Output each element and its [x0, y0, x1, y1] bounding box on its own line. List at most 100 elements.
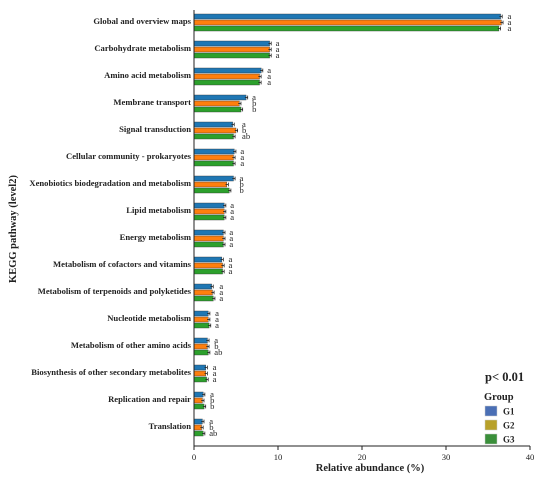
- significance-label: b: [209, 422, 213, 432]
- bar-g1: [193, 418, 203, 425]
- significance-label: b: [242, 125, 246, 135]
- bar-g3: [193, 160, 234, 167]
- bar-g3: [193, 106, 242, 113]
- bar-g1: [193, 40, 270, 47]
- category-label: Translation: [149, 421, 192, 431]
- significance-label: a: [213, 374, 217, 384]
- category-label: Nucleotide metabolism: [107, 313, 192, 323]
- significance-label: a: [252, 92, 256, 102]
- significance-label: a: [240, 146, 244, 156]
- x-tick-label: 10: [274, 452, 283, 462]
- significance-label: a: [267, 77, 271, 87]
- bar-g1: [193, 94, 247, 101]
- legend-label-g1: G1: [503, 407, 515, 417]
- significance-label: a: [276, 44, 280, 54]
- bar-g1: [193, 283, 212, 290]
- legend-title: Group: [484, 392, 514, 403]
- significance-label: b: [214, 341, 218, 351]
- bar-g2: [193, 127, 237, 134]
- bar-g3: [193, 214, 225, 221]
- significance-label: b: [239, 179, 243, 189]
- significance-label: a: [242, 119, 246, 129]
- significance-label: a: [239, 173, 243, 183]
- significance-label: ab: [242, 131, 250, 141]
- significance-label: a: [267, 65, 271, 75]
- bar-g3: [193, 430, 204, 437]
- significance-label: a: [213, 362, 217, 372]
- bar-g2: [193, 397, 203, 404]
- bar-g2: [193, 154, 234, 161]
- bar-g1: [193, 202, 225, 209]
- significance-label: a: [507, 23, 511, 33]
- significance-label: a: [229, 260, 233, 270]
- significance-label: a: [229, 239, 233, 249]
- p-value-annotation: p< 0.01: [485, 370, 524, 384]
- bar-g1: [193, 148, 235, 155]
- significance-label: b: [210, 401, 214, 411]
- bar-g1: [193, 229, 224, 236]
- bar-g3: [193, 52, 270, 59]
- category-label: Metabolism of other amino acids: [71, 340, 192, 350]
- bar-g1: [193, 13, 501, 20]
- bar-g1: [193, 175, 234, 182]
- bar-g3: [193, 403, 205, 410]
- bar-g2: [193, 181, 227, 188]
- category-label: Energy metabolism: [120, 232, 192, 242]
- x-tick-label: 0: [192, 452, 196, 462]
- bar-g3: [193, 241, 224, 248]
- bar-g3: [193, 79, 260, 86]
- significance-label: a: [507, 17, 511, 27]
- significance-label: a: [267, 71, 271, 81]
- category-label: Membrane transport: [113, 97, 191, 107]
- x-tick-label: 40: [526, 452, 535, 462]
- bar-g3: [193, 187, 230, 194]
- bar-g2: [193, 370, 206, 377]
- category-label: Amino acid metabolism: [104, 70, 192, 80]
- legend-swatch-g2: [484, 419, 498, 431]
- bar-g2: [193, 46, 270, 53]
- significance-label: a: [219, 293, 223, 303]
- x-tick-label: 20: [358, 452, 367, 462]
- bar-g3: [193, 295, 214, 302]
- bar-g1: [193, 310, 209, 317]
- bar-g2: [193, 208, 225, 215]
- bar-g2: [193, 262, 223, 269]
- bar-g3: [193, 322, 210, 329]
- legend-swatch-g1: [484, 405, 498, 417]
- bar-g2: [193, 235, 224, 242]
- significance-label: a: [230, 200, 234, 210]
- y-axis-title: KEGG pathway (level2): [8, 175, 19, 283]
- bar-g1: [193, 337, 208, 344]
- significance-label: a: [229, 266, 233, 276]
- category-label: Signal transduction: [119, 124, 191, 134]
- bar-g2: [193, 19, 502, 26]
- significance-label: a: [240, 152, 244, 162]
- significance-label: b: [210, 395, 214, 405]
- significance-label: ab: [209, 428, 217, 438]
- significance-label: b: [252, 104, 256, 114]
- bar-g2: [193, 343, 208, 350]
- bar-g1: [193, 391, 204, 398]
- bar-g3: [193, 349, 209, 356]
- significance-label: a: [215, 314, 219, 324]
- bar-g2: [193, 316, 209, 323]
- significance-label: a: [276, 50, 280, 60]
- category-label: Metabolism of cofactors and vitamins: [53, 259, 192, 269]
- category-label: Replication and repair: [108, 394, 191, 404]
- significance-label: b: [252, 98, 256, 108]
- x-ticks: 0 10 20 30 40: [192, 446, 534, 462]
- significance-label: a: [214, 335, 218, 345]
- significance-label: a: [210, 389, 214, 399]
- legend: G1 G2 G3: [484, 405, 515, 445]
- bar-g1: [193, 256, 222, 263]
- bar-g3: [193, 268, 223, 275]
- category-label: Xenobiotics biodegradation and metabolis…: [29, 178, 191, 188]
- significance-label: ab: [214, 347, 222, 357]
- bar-g1: [193, 364, 206, 371]
- bar-g2: [193, 100, 240, 107]
- category-labels: Global and overview maps Carbohydrate met…: [29, 16, 191, 431]
- bar-g3: [193, 376, 207, 383]
- category-label: Metabolism of terpenoids and polyketides: [38, 286, 192, 296]
- significance-label: a: [215, 320, 219, 330]
